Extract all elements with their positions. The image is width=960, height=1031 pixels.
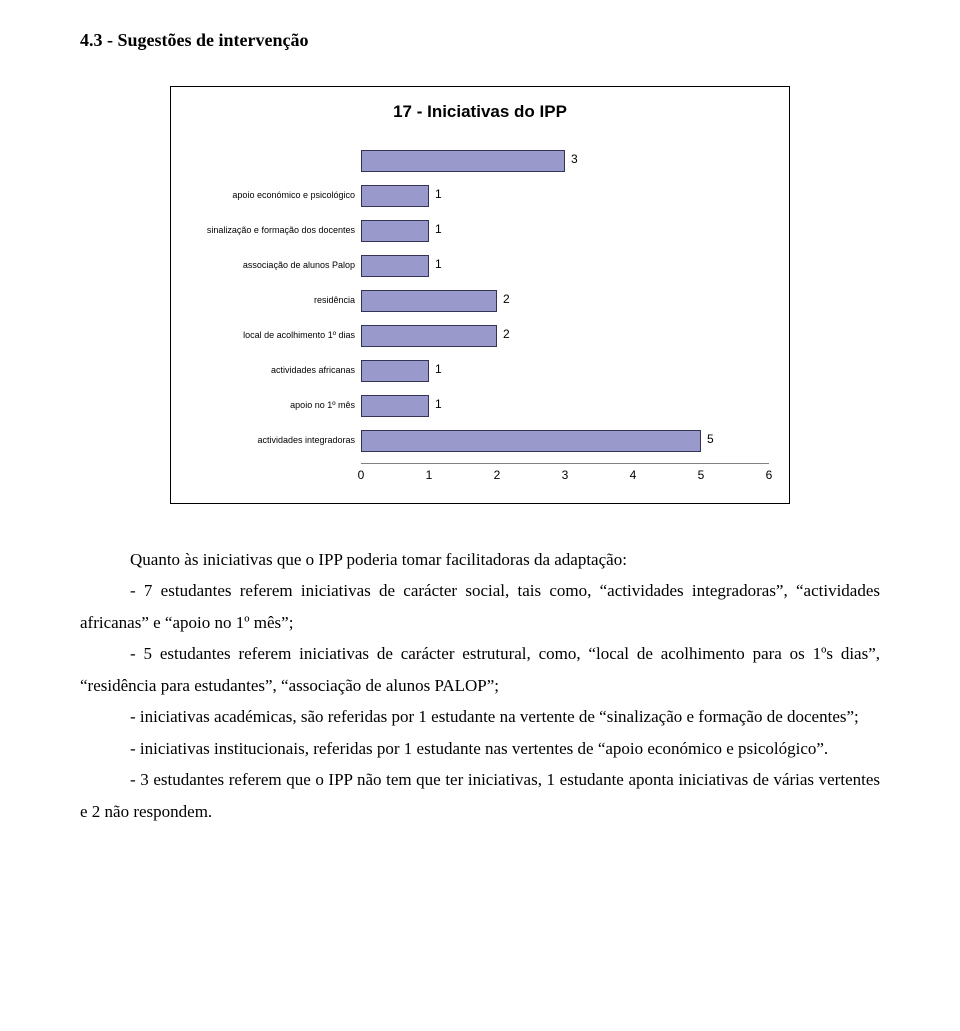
chart-bar-label: apoio no 1º mês [191,401,361,411]
chart-bar-fill [361,255,429,277]
chart-bar-label: sinalização e formação dos docentes [191,226,361,236]
chart-bar-fill [361,325,497,347]
chart-x-tick: 1 [426,468,433,482]
chart-bar-row: residência 2 [191,287,769,315]
chart-bar-track: 3 [361,147,769,175]
chart-x-tick: 2 [494,468,501,482]
chart-x-tick: 3 [562,468,569,482]
chart-bar-track: 2 [361,322,769,350]
chart-bar-value: 2 [503,327,510,341]
chart-bar-fill [361,360,429,382]
chart-bar-value: 3 [571,152,578,166]
chart-bar-fill [361,185,429,207]
chart-bar-label: apoio económico e psicológico [191,191,361,201]
paragraph: Quanto às iniciativas que o IPP poderia … [80,544,880,575]
chart-bar-track: 1 [361,217,769,245]
chart-bar-fill [361,220,429,242]
chart-bar-row: actividades africanas 1 [191,357,769,385]
chart-bars: 3apoio económico e psicológico1sinalizaç… [191,147,769,455]
body-text: Quanto às iniciativas que o IPP poderia … [80,544,880,827]
chart-bar-row: actividades integradoras 5 [191,427,769,455]
chart-bar-value: 1 [435,187,442,201]
chart-bar-track: 5 [361,427,769,455]
chart-bar-track: 2 [361,287,769,315]
chart-bar-row: apoio no 1º mês 1 [191,392,769,420]
chart-bar-fill [361,395,429,417]
paragraph: - 3 estudantes referem que o IPP não tem… [80,764,880,827]
chart-bar-value: 1 [435,257,442,271]
chart-bar-track: 1 [361,392,769,420]
paragraph: - iniciativas académicas, são referidas … [80,701,880,732]
chart-bar-track: 1 [361,182,769,210]
chart-x-tick: 4 [630,468,637,482]
chart-bar-row: apoio económico e psicológico 1 [191,182,769,210]
chart-x-tick: 0 [358,468,365,482]
chart-bar-fill [361,430,701,452]
chart-bar-track: 1 [361,252,769,280]
chart-x-tick: 6 [766,468,773,482]
chart-bar-label: actividades africanas [191,366,361,376]
chart-bar-value: 2 [503,292,510,306]
paragraph: - 5 estudantes referem iniciativas de ca… [80,638,880,701]
chart-container: 17 - Iniciativas do IPP 3 apoio económico… [170,86,790,504]
chart-bar-row: local de acolhimento 1º dias 2 [191,322,769,350]
chart-bar-value: 5 [707,432,714,446]
chart-bar-label: actividades integradoras [191,436,361,446]
chart-bar-row: sinalização e formação dos docentes 1 [191,217,769,245]
chart-title: 17 - Iniciativas do IPP [191,102,769,122]
chart-bar-track: 1 [361,357,769,385]
chart-x-tick: 5 [698,468,705,482]
paragraph: - 7 estudantes referem iniciativas de ca… [80,575,880,638]
chart-bar-fill [361,150,565,172]
chart-bar-value: 1 [435,222,442,236]
chart-bar-fill [361,290,497,312]
chart-bar-label: residência [191,296,361,306]
section-title: 4.3 - Sugestões de intervenção [80,30,880,51]
chart-bar-label: local de acolhimento 1º dias [191,331,361,341]
paragraph: - iniciativas institucionais, referidas … [80,733,880,764]
chart-x-axis: 0123456 [191,463,769,483]
chart-bar-row: 3 [191,147,769,175]
chart-bar-value: 1 [435,397,442,411]
chart-bar-value: 1 [435,362,442,376]
chart-bar-label: associação de alunos Palop [191,261,361,271]
chart-bar-row: associação de alunos Palop 1 [191,252,769,280]
